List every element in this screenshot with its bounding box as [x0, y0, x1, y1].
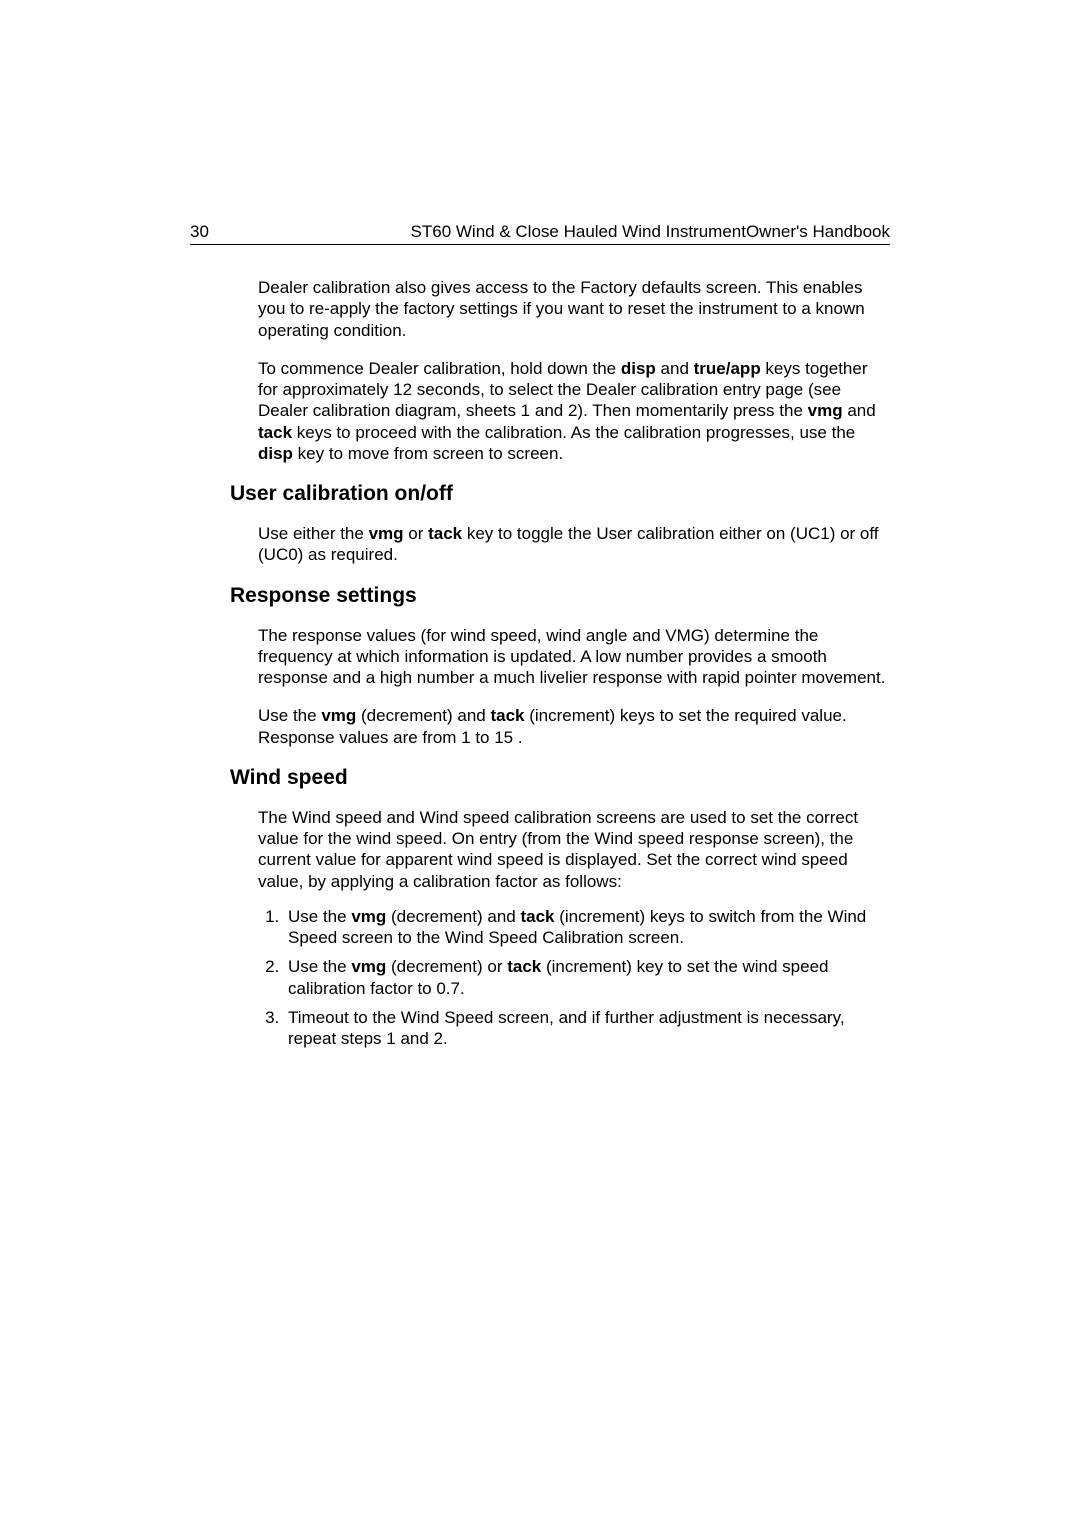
text: Use either the [258, 524, 369, 543]
user-cal-paragraph: Use either the vmg or tack key to toggle… [258, 523, 890, 566]
text: (decrement) and [356, 706, 490, 725]
response-paragraph-2: Use the vmg (decrement) and tack (increm… [258, 705, 890, 748]
text: Use the [288, 907, 351, 926]
response-paragraph-1: The response values (for wind speed, win… [258, 625, 890, 689]
header-title-right: Owner's Handbook [746, 222, 890, 241]
key-vmg: vmg [369, 524, 404, 543]
user-cal-body: Use either the vmg or tack key to toggle… [258, 523, 890, 566]
wind-step-1: Use the vmg (decrement) and tack (increm… [284, 906, 890, 949]
text: and [843, 401, 876, 420]
text: key to move from screen to screen. [293, 444, 563, 463]
wind-paragraph-1: The Wind speed and Wind speed calibratio… [258, 807, 890, 892]
header-title-left: ST60 Wind & Close Hauled Wind Instrument [411, 222, 746, 241]
text: (decrement) or [386, 957, 507, 976]
heading-response-settings: Response settings [230, 584, 890, 608]
key-tack: tack [258, 423, 292, 442]
key-tack: tack [520, 907, 554, 926]
heading-user-calibration: User calibration on/off [230, 482, 890, 506]
key-vmg: vmg [351, 907, 386, 926]
header-title: ST60 Wind & Close Hauled Wind Instrument… [411, 222, 890, 242]
text: and [656, 359, 694, 378]
key-true-app: true/app [694, 359, 761, 378]
text: keys to proceed with the calibration. As… [292, 423, 855, 442]
response-body: The response values (for wind speed, win… [258, 625, 890, 748]
heading-wind-speed: Wind speed [230, 766, 890, 790]
text: (decrement) and [386, 907, 520, 926]
key-tack: tack [428, 524, 462, 543]
key-vmg: vmg [808, 401, 843, 420]
wind-step-2: Use the vmg (decrement) or tack (increme… [284, 956, 890, 999]
wind-body: The Wind speed and Wind speed calibratio… [258, 807, 890, 1050]
intro-paragraph-1: Dealer calibration also gives access to … [258, 277, 890, 341]
page: 30 ST60 Wind & Close Hauled Wind Instrum… [0, 0, 1080, 1528]
text: Use the [288, 957, 351, 976]
page-header: 30 ST60 Wind & Close Hauled Wind Instrum… [190, 222, 890, 245]
key-disp: disp [621, 359, 656, 378]
text: To commence Dealer calibration, hold dow… [258, 359, 621, 378]
text: or [404, 524, 429, 543]
page-number: 30 [190, 222, 209, 242]
key-tack: tack [490, 706, 524, 725]
text: Use the [258, 706, 321, 725]
intro-paragraph-2: To commence Dealer calibration, hold dow… [258, 358, 890, 464]
key-vmg: vmg [351, 957, 386, 976]
body: Dealer calibration also gives access to … [258, 277, 890, 464]
wind-steps: Use the vmg (decrement) and tack (increm… [258, 906, 890, 1050]
key-tack: tack [507, 957, 541, 976]
key-vmg: vmg [321, 706, 356, 725]
key-disp: disp [258, 444, 293, 463]
wind-step-3: Timeout to the Wind Speed screen, and if… [284, 1007, 890, 1050]
